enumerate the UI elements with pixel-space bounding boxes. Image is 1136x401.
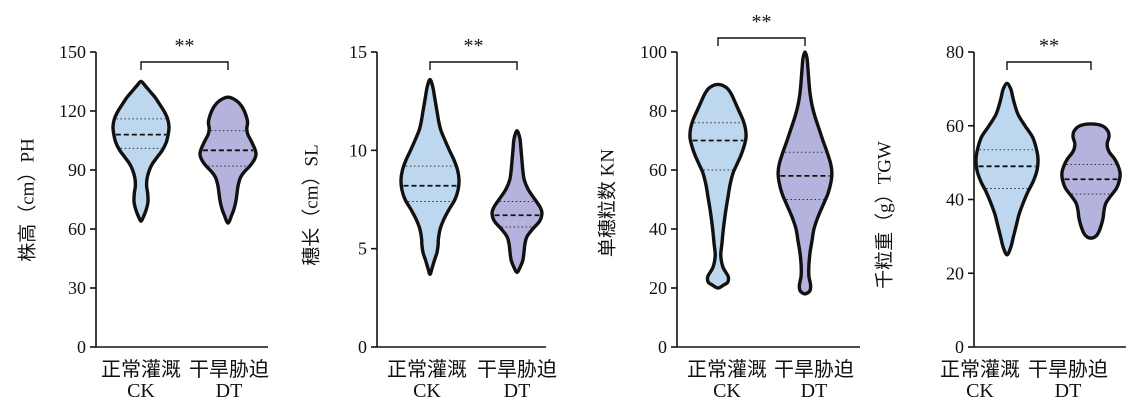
violin-dt — [776, 50, 834, 296]
y-tick-label: 5 — [358, 239, 367, 259]
y-tick-label: 60 — [649, 160, 667, 180]
y-tick-label: 0 — [658, 337, 667, 357]
y-tick-label: 20 — [649, 278, 667, 298]
significance-label: ** — [464, 35, 484, 57]
x-category-label: 正常灌溉 — [687, 358, 767, 381]
y-tick-label: 80 — [649, 101, 667, 121]
violin-dt — [198, 95, 258, 225]
x-category-label: 正常灌溉 — [387, 358, 467, 381]
y-tick-label: 60 — [68, 219, 86, 239]
violin-ck — [688, 82, 748, 290]
significance-bracket — [1006, 61, 1092, 70]
violin-ck — [111, 79, 171, 223]
x-category-label: 干旱胁迫 — [774, 358, 854, 381]
y-tick-label: 100 — [640, 42, 667, 62]
significance-bracket — [140, 61, 229, 70]
y-tick-label: 60 — [946, 116, 964, 136]
y-axis-label: 千粒重（g）TGW — [874, 141, 896, 289]
y-tick-label: 40 — [946, 190, 964, 210]
y-tick-label: 120 — [59, 101, 86, 121]
violin-dt — [1060, 122, 1122, 240]
y-tick-label: 0 — [358, 337, 367, 357]
y-tick-label: 80 — [946, 42, 964, 62]
y-axis-label: 单穗粒数 KN — [597, 149, 619, 257]
x-category-label: 干旱胁迫 — [1028, 358, 1108, 381]
y-tick-label: 30 — [68, 278, 86, 298]
x-category-code: CK — [127, 380, 155, 401]
x-category-code: DT — [504, 380, 531, 401]
y-axis-label: 株高（cm）PH — [17, 138, 39, 262]
y-tick-label: 20 — [946, 263, 964, 283]
violin-ck — [974, 81, 1040, 257]
significance-bracket — [429, 61, 518, 70]
violin-ck — [399, 77, 461, 276]
y-axis-label: 穗长（cm）SL — [301, 144, 323, 265]
x-category-label: 正常灌溉 — [940, 358, 1020, 381]
y-tick-label: 40 — [649, 219, 667, 239]
x-category-code: DT — [801, 380, 828, 401]
x-category-label: 干旱胁迫 — [189, 358, 269, 381]
x-category-code: DT — [1055, 380, 1082, 401]
significance-label: ** — [752, 11, 772, 33]
significance-label: ** — [175, 35, 195, 57]
x-category-label: 正常灌溉 — [101, 358, 181, 381]
y-tick-label: 0 — [955, 337, 964, 357]
significance-label: ** — [1039, 35, 1059, 57]
y-tick-label: 0 — [77, 337, 86, 357]
x-category-label: 干旱胁迫 — [477, 358, 557, 381]
x-category-code: CK — [413, 380, 441, 401]
x-category-code: DT — [216, 380, 243, 401]
y-tick-label: 10 — [349, 140, 367, 160]
y-tick-label: 90 — [68, 160, 86, 180]
x-category-code: CK — [966, 380, 994, 401]
y-tick-label: 15 — [349, 42, 367, 62]
y-tick-label: 150 — [59, 42, 86, 62]
significance-bracket — [717, 37, 806, 46]
x-category-code: CK — [713, 380, 741, 401]
